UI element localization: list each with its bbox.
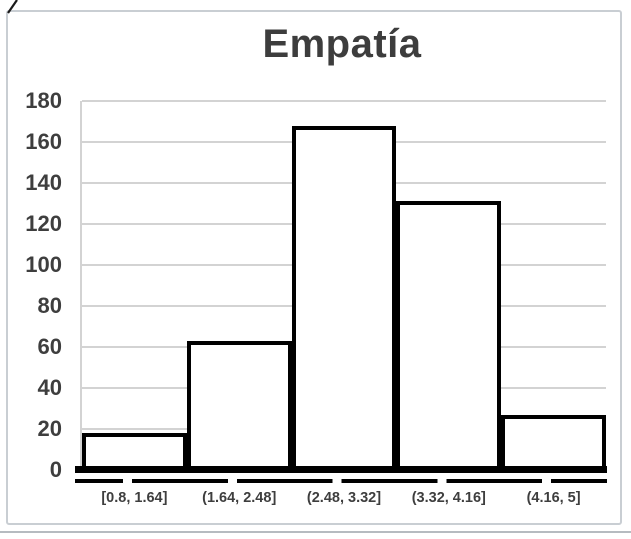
y-axis-tick-label: 20 bbox=[37, 416, 62, 441]
chart-container: Empatía [0.8, 1.64] (1.64, 2.48] (2.48, 3.… bbox=[6, 10, 622, 525]
x-axis-tick-label: (3.32, 4.16] bbox=[411, 490, 486, 506]
x-axis-tick-label: (2.48, 3.32] bbox=[306, 490, 382, 506]
x-axis-tick-label: [0.8, 1.64] bbox=[101, 490, 168, 506]
gridline-y-180 bbox=[82, 100, 606, 102]
x-axis-tick-label: (1.64, 2.48] bbox=[202, 490, 277, 506]
histogram-bar-4 bbox=[396, 201, 502, 470]
x-axis-tick-label: (4.16, 5] bbox=[526, 490, 581, 506]
x-axis-line bbox=[75, 466, 607, 473]
y-axis-tick-label: 40 bbox=[37, 375, 62, 400]
histogram-bar-5 bbox=[501, 414, 606, 470]
y-axis-tick-label: 180 bbox=[25, 88, 62, 113]
corner-mark-artifact bbox=[7, 0, 18, 14]
x-axis-labels: [0.8, 1.64] (1.64, 2.48] (2.48, 3.32] (3.32… bbox=[82, 490, 606, 510]
bottom-separator-line bbox=[0, 531, 631, 533]
histogram-bar-2 bbox=[186, 340, 292, 470]
y-axis-tick-label: 120 bbox=[25, 211, 62, 236]
plot-area: [0.8, 1.64] (1.64, 2.48] (2.48, 3.32] (3.32… bbox=[25, 90, 607, 506]
y-axis-tick-label: 60 bbox=[37, 334, 62, 359]
y-axis-tick-label: 160 bbox=[25, 129, 62, 154]
x-axis-tick-marks bbox=[75, 479, 607, 483]
y-axis-tick-label: 140 bbox=[25, 170, 62, 195]
y-axis-tick-label: 100 bbox=[25, 252, 62, 277]
y-axis-tick-label: 0 bbox=[49, 457, 62, 482]
y-axis-tick-label: 80 bbox=[37, 293, 62, 318]
histogram-bar-1 bbox=[82, 433, 187, 470]
chart-title: Empatía bbox=[262, 22, 422, 66]
histogram-bar-3 bbox=[291, 125, 397, 470]
